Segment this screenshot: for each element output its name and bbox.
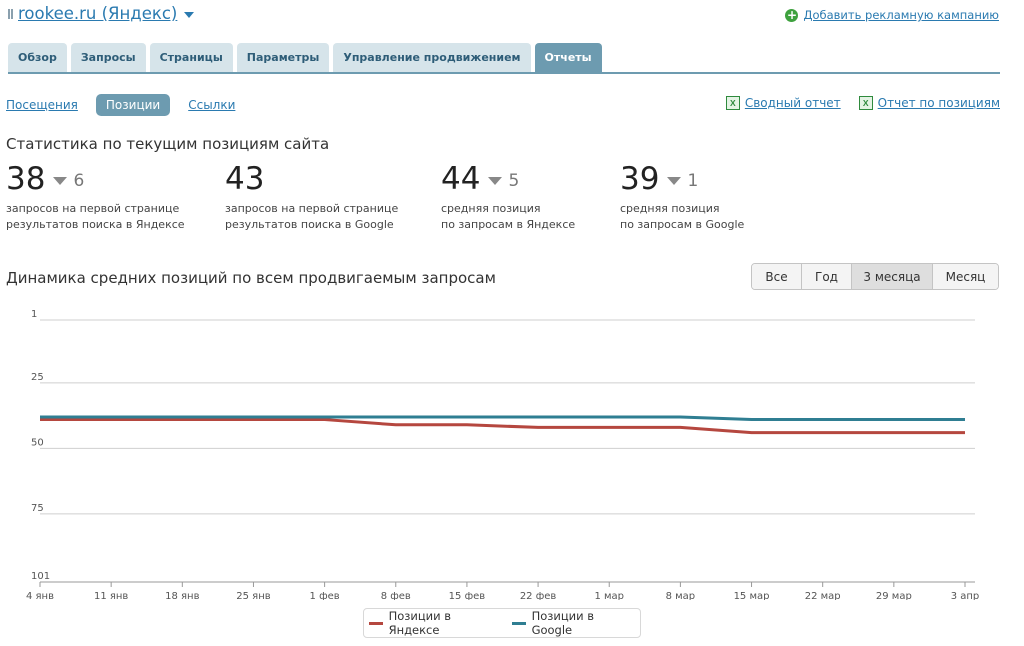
stat-desc-line2: по запросам в Google xyxy=(620,218,745,231)
plus-icon: + xyxy=(785,7,799,22)
x-tick-label: 18 янв xyxy=(165,591,199,600)
y-tick-label: 101 xyxy=(31,571,50,582)
stat-desc-line2: по запросам в Яндексе xyxy=(441,218,576,231)
stat-value: 38 xyxy=(6,161,46,197)
excel-icon: X xyxy=(858,96,873,110)
x-tick-label: 11 янв xyxy=(94,591,128,600)
stat-google-first-page: 43 запросов на первой странице результат… xyxy=(225,160,398,233)
stat-delta: 6 xyxy=(73,171,85,191)
stat-desc-line1: средняя позиция xyxy=(441,202,541,215)
stat-delta: 1 xyxy=(687,171,699,191)
legend-swatch-google xyxy=(512,621,526,625)
x-tick-label: 4 янв xyxy=(26,591,54,600)
stat-desc-line2: результатов поиска в Яндексе xyxy=(6,218,185,231)
y-tick-label: 75 xyxy=(31,503,44,514)
tabs-divider xyxy=(8,72,1000,74)
legend-swatch-yandex xyxy=(369,621,383,625)
tab-promotion[interactable]: Управление продвижением xyxy=(333,43,531,72)
y-tick-label: 50 xyxy=(31,437,44,448)
legend-item-yandex[interactable]: Позиции в Яндексе xyxy=(369,609,502,637)
tab-parameters[interactable]: Параметры xyxy=(236,43,330,72)
legend-label-google: Позиции в Google xyxy=(531,609,595,637)
stats-title: Статистика по текущим позициям сайта xyxy=(6,135,330,153)
summary-report-label: Сводный отчет xyxy=(744,96,841,110)
range-year-button[interactable]: Год xyxy=(802,264,852,289)
range-all-button[interactable]: Все xyxy=(752,264,802,289)
x-tick-label: 15 фев xyxy=(449,591,486,600)
x-tick-label: 8 мар xyxy=(666,591,696,600)
x-tick-label: 3 апр xyxy=(951,591,980,600)
stat-yandex-avg-position: 44 5 средняя позиция по запросам в Яндек… xyxy=(441,160,575,233)
x-tick-label: 22 фев xyxy=(520,591,557,600)
subnav-links[interactable]: Ссылки xyxy=(188,98,236,112)
x-tick-label: 29 мар xyxy=(876,591,912,600)
positions-chart: 1 25 50 75 101 4 янв 11 янв 18 янв 25 янв 1 фев 8 … xyxy=(26,309,980,600)
triangle-down-icon xyxy=(488,177,503,185)
x-tick-label: 25 янв xyxy=(236,591,270,600)
subnav-positions[interactable]: Позиции xyxy=(95,94,171,116)
stat-desc-line1: средняя позиция xyxy=(620,202,720,215)
positions-report-label: Отчет по позициям xyxy=(877,96,1000,110)
tab-reports[interactable]: Отчеты xyxy=(534,43,602,72)
tab-pages[interactable]: Страницы xyxy=(149,43,233,72)
excel-icon: X xyxy=(725,96,740,110)
stat-value: 44 xyxy=(441,161,481,197)
summary-report-link[interactable]: X Сводный отчет xyxy=(725,96,841,110)
triangle-down-icon xyxy=(667,177,682,185)
stat-desc-line1: запросов на первой странице xyxy=(225,202,399,215)
add-campaign-label: Добавить рекламную кампанию xyxy=(803,8,999,22)
site-title-link[interactable]: rookee.ru (Яндекс) xyxy=(18,4,178,23)
main-tabs: Обзор Запросы Страницы Параметры Управле… xyxy=(8,43,606,72)
series-line-google[interactable] xyxy=(40,415,965,422)
stat-desc-line1: запросов на первой странице xyxy=(6,202,180,215)
chevron-down-icon[interactable] xyxy=(184,11,195,18)
stat-yandex-first-page: 38 6 запросов на первой странице результ… xyxy=(6,160,185,233)
y-tick-label: 1 xyxy=(31,309,37,320)
stat-delta: 5 xyxy=(508,171,520,191)
stat-google-avg-position: 39 1 средняя позиция по запросам в Googl… xyxy=(620,160,744,233)
range-selector: Все Год 3 месяца Месяц xyxy=(751,263,999,290)
x-tick-label: 22 мар xyxy=(805,591,841,600)
report-links: X Сводный отчет X Отчет по позициям xyxy=(708,96,1000,110)
x-tick-label: 1 мар xyxy=(594,591,624,600)
tab-queries[interactable]: Запросы xyxy=(70,43,146,72)
x-tick-label: 8 фев xyxy=(381,591,411,600)
add-campaign-link[interactable]: + Добавить рекламную кампанию xyxy=(785,8,999,22)
x-tick-label: 15 мар xyxy=(734,591,770,600)
subnav-visits[interactable]: Посещения xyxy=(6,98,78,112)
series-line-yandex[interactable] xyxy=(40,418,965,435)
sub-navigation: Посещения Позиции Ссылки xyxy=(6,94,253,116)
drag-handle-icon[interactable] xyxy=(8,8,13,19)
range-month-button[interactable]: Месяц xyxy=(933,264,998,289)
triangle-down-icon xyxy=(53,177,68,185)
positions-report-link[interactable]: X Отчет по позициям xyxy=(858,96,1000,110)
stat-desc-line2: результатов поиска в Google xyxy=(225,218,394,231)
site-header: rookee.ru (Яндекс) xyxy=(8,4,195,23)
legend-label-yandex: Позиции в Яндексе xyxy=(388,609,452,637)
y-tick-label: 25 xyxy=(31,372,44,383)
range-3-months-button[interactable]: 3 месяца xyxy=(852,264,933,289)
dynamics-title: Динамика средних позиций по всем продвиг… xyxy=(6,269,496,287)
stat-value: 39 xyxy=(620,161,660,197)
legend-item-google[interactable]: Позиции в Google xyxy=(512,609,635,637)
chart-legend: Позиции в Яндексе Позиции в Google xyxy=(363,608,641,638)
stat-value: 43 xyxy=(225,161,265,197)
tab-overview[interactable]: Обзор xyxy=(8,43,67,72)
x-tick-label: 1 фев xyxy=(310,591,340,600)
